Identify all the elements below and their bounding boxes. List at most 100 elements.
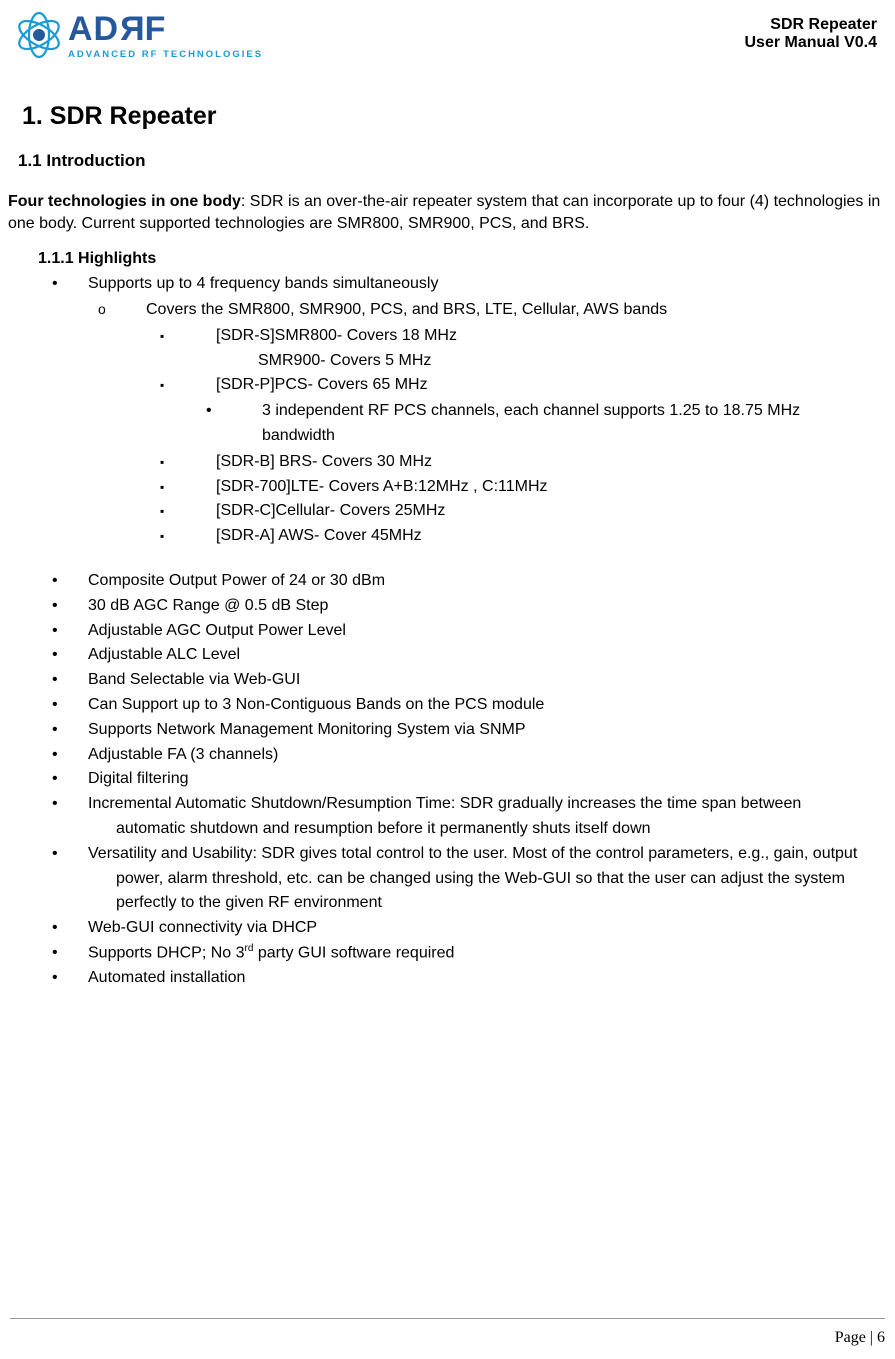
highlights-heading: 1.1.1 Highlights: [38, 250, 887, 268]
bullet-icon: •: [70, 272, 88, 297]
bullet-icon: ▪: [188, 376, 216, 395]
list-item-text: [SDR-700]LTE- Covers A+B:12MHz , C:11MHz: [216, 478, 548, 495]
list-item-continuation: automatic shutdown and resumption before…: [88, 817, 887, 842]
highlights-level3-list: ▪[SDR-S]SMR800- Covers 18 MHzSMR900- Cov…: [8, 324, 887, 398]
bullet-icon: •: [70, 693, 88, 718]
highlights-level1-list-cont: •Composite Output Power of 24 or 30 dBm …: [8, 569, 887, 991]
list-item-text: Adjustable ALC Level: [88, 646, 240, 663]
list-item-text: 3 independent RF PCS channels, each chan…: [262, 402, 800, 419]
list-item: •Adjustable ALC Level: [8, 643, 887, 668]
list-item-continuation: perfectly to the given RF environment: [88, 891, 887, 916]
header-manual-version: User Manual V0.4: [745, 34, 878, 52]
list-item-continuation: power, alarm threshold, etc. can be chan…: [88, 867, 887, 892]
bullet-icon: •: [70, 569, 88, 594]
logo-block: ADRF ADVANCED RF TECHNOLOGIES: [14, 10, 263, 60]
list-item: •Supports Network Management Monitoring …: [8, 718, 887, 743]
list-item-text: 30 dB AGC Range @ 0.5 dB Step: [88, 597, 328, 614]
highlights-level1-list: •Supports up to 4 frequency bands simult…: [8, 272, 887, 297]
bullet-icon: •: [70, 743, 88, 768]
header-product: SDR Repeater: [745, 16, 878, 34]
list-item-text: Web-GUI connectivity via DHCP: [88, 919, 317, 936]
bullet-icon: o: [122, 299, 146, 321]
brand-reversed-r: R: [119, 10, 145, 49]
brand-main: ADRF: [68, 10, 263, 49]
list-item: •3 independent RF PCS channels, each cha…: [8, 399, 887, 449]
bullet-icon: ▪: [188, 478, 216, 497]
list-item-text: [SDR-A] AWS- Cover 45MHz: [216, 527, 422, 544]
list-item: ▪[SDR-S]SMR800- Covers 18 MHz SMR900- Cov…: [8, 324, 887, 374]
highlights-level2-list: oCovers the SMR800, SMR900, PCS, and BRS…: [8, 298, 887, 323]
list-item-text: Adjustable FA (3 channels): [88, 746, 278, 763]
bullet-icon: ▪: [188, 327, 216, 346]
bullet-icon: •: [70, 594, 88, 619]
list-item: •30 dB AGC Range @ 0.5 dB Step: [8, 594, 887, 619]
bullet-icon: •: [70, 767, 88, 792]
brand-prefix: AD: [68, 10, 119, 48]
adrf-logo-icon: [14, 10, 64, 60]
list-item: •Composite Output Power of 24 or 30 dBm: [8, 569, 887, 594]
list-item-text: Can Support up to 3 Non-Contiguous Bands…: [88, 696, 544, 713]
list-item: •Adjustable AGC Output Power Level: [8, 619, 887, 644]
list-item: •Can Support up to 3 Non-Contiguous Band…: [8, 693, 887, 718]
bullet-icon: •: [70, 619, 88, 644]
list-item-continuation: bandwidth: [262, 424, 887, 449]
bullet-icon: •: [70, 941, 88, 966]
bullet-icon: •: [70, 718, 88, 743]
list-item: •Adjustable FA (3 channels): [8, 743, 887, 768]
list-item: ▪[SDR-A] AWS- Cover 45MHz: [8, 524, 887, 549]
list-item-text: Supports Network Management Monitoring S…: [88, 721, 526, 738]
header-right: SDR Repeater User Manual V0.4: [745, 10, 878, 52]
list-item-text: Composite Output Power of 24 or 30 dBm: [88, 572, 385, 589]
list-item-text: [SDR-C]Cellular- Covers 25MHz: [216, 502, 445, 519]
list-item: •Versatility and Usability: SDR gives to…: [8, 842, 887, 916]
bullet-icon: ▪: [188, 453, 216, 472]
list-item-text: Digital filtering: [88, 770, 188, 787]
bullet-icon: •: [70, 916, 88, 941]
list-item: •Supports up to 4 frequency bands simult…: [8, 272, 887, 297]
bullet-icon: ▪: [188, 527, 216, 546]
list-item-text: [SDR-P]PCS- Covers 65 MHz: [216, 376, 428, 393]
footer-divider: [10, 1318, 885, 1319]
list-item: •Web-GUI connectivity via DHCP: [8, 916, 887, 941]
brand-suffix: F: [145, 10, 167, 48]
page-number: Page | 6: [835, 1329, 885, 1347]
list-item-text-post: party GUI software required: [253, 944, 454, 961]
intro-paragraph: Four technologies in one body: SDR is an…: [8, 191, 887, 234]
list-item-text: Supports DHCP; No 3: [88, 944, 245, 961]
bullet-icon: •: [70, 643, 88, 668]
list-item: •Digital filtering: [8, 767, 887, 792]
list-item: ▪[SDR-C]Cellular- Covers 25MHz: [8, 499, 887, 524]
list-item-text: [SDR-S]SMR800- Covers 18 MHz: [216, 327, 457, 344]
list-item: •Supports DHCP; No 3rd party GUI softwar…: [8, 941, 887, 966]
page-header: ADRF ADVANCED RF TECHNOLOGIES SDR Repeat…: [8, 10, 887, 60]
list-item-text: Covers the SMR800, SMR900, PCS, and BRS,…: [146, 301, 667, 318]
list-item-text: Supports up to 4 frequency bands simulta…: [88, 275, 438, 292]
bullet-icon: •: [70, 842, 88, 867]
section-heading-1-1: 1.1 Introduction: [18, 151, 887, 171]
list-item: ▪[SDR-B] BRS- Covers 30 MHz: [8, 450, 887, 475]
list-item: •Incremental Automatic Shutdown/Resumpti…: [8, 792, 887, 842]
section-heading-1: 1. SDR Repeater: [22, 102, 887, 131]
bullet-icon: •: [70, 966, 88, 991]
list-item-text: Incremental Automatic Shutdown/Resumptio…: [88, 795, 801, 812]
list-item: •Automated installation: [8, 966, 887, 991]
list-item: oCovers the SMR800, SMR900, PCS, and BRS…: [8, 298, 887, 323]
list-item-continuation: SMR900- Covers 5 MHz: [216, 349, 887, 374]
list-item-text: Automated installation: [88, 969, 245, 986]
bullet-icon: •: [70, 668, 88, 693]
list-item-text: Band Selectable via Web-GUI: [88, 671, 300, 688]
list-item-text: [SDR-B] BRS- Covers 30 MHz: [216, 453, 432, 470]
list-item: •Band Selectable via Web-GUI: [8, 668, 887, 693]
list-item-text: Versatility and Usability: SDR gives tot…: [88, 845, 857, 862]
brand-subtitle: ADVANCED RF TECHNOLOGIES: [68, 49, 263, 60]
list-item: ▪[SDR-700]LTE- Covers A+B:12MHz , C:11MH…: [8, 475, 887, 500]
logo-text: ADRF ADVANCED RF TECHNOLOGIES: [68, 10, 263, 60]
list-item-text: Adjustable AGC Output Power Level: [88, 622, 346, 639]
intro-bold: Four technologies in one body: [8, 193, 241, 210]
highlights-level3-list-cont: ▪[SDR-B] BRS- Covers 30 MHz ▪[SDR-700]LT…: [8, 450, 887, 549]
list-item: ▪[SDR-P]PCS- Covers 65 MHz: [8, 373, 887, 398]
highlights-level4-list: •3 independent RF PCS channels, each cha…: [8, 399, 887, 449]
bullet-icon: ▪: [188, 502, 216, 521]
bullet-icon: •: [70, 792, 88, 817]
bullet-icon: •: [234, 399, 262, 424]
